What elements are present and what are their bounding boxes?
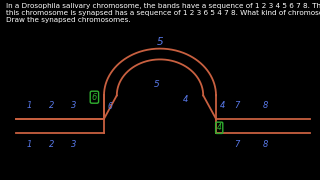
Text: 8: 8: [263, 140, 268, 149]
Text: 2: 2: [49, 140, 54, 149]
Text: 5: 5: [157, 37, 163, 47]
Text: 7: 7: [234, 140, 239, 149]
Text: 6: 6: [92, 93, 97, 102]
Text: 3: 3: [71, 101, 76, 110]
Text: 2: 2: [49, 101, 54, 110]
Text: In a Drosophila salivary chromosome, the bands have a sequence of 1 2 3 4 5 6 7 : In a Drosophila salivary chromosome, the…: [6, 3, 320, 23]
Text: 1: 1: [26, 140, 31, 149]
Text: 1: 1: [26, 101, 31, 110]
Text: 8: 8: [263, 101, 268, 110]
Text: 4: 4: [183, 94, 188, 103]
Text: 3: 3: [71, 140, 76, 149]
Text: 6: 6: [108, 102, 113, 111]
Text: 4: 4: [217, 123, 222, 132]
Text: 5: 5: [154, 80, 160, 89]
Text: 4: 4: [220, 101, 225, 110]
Text: 7: 7: [234, 101, 239, 110]
